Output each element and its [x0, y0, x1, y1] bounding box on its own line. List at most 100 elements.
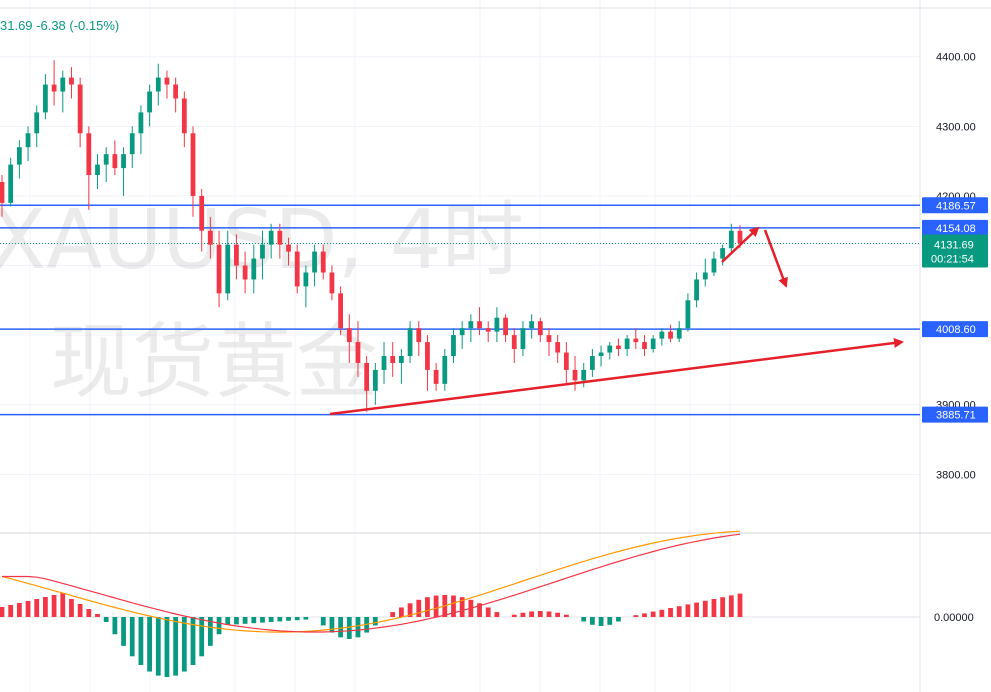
macd-bar-23 [199, 617, 205, 657]
macd-bar-80 [694, 602, 699, 617]
candle-body-78 [676, 328, 682, 339]
macd-bar-46 [399, 607, 404, 617]
candle-body-63 [546, 335, 552, 343]
macd-bar-31 [268, 617, 274, 622]
candle-body-51 [442, 356, 448, 384]
macd-bar-79 [685, 604, 691, 617]
candle-body-45 [390, 356, 396, 363]
macd-bar-41 [355, 617, 361, 638]
macd-bar-68 [590, 617, 595, 625]
macd-bar-1 [8, 605, 14, 617]
macd-bar-25 [216, 617, 222, 635]
candle-body-73 [633, 338, 639, 343]
arrow-1 [721, 226, 760, 263]
candle-body-72 [624, 338, 630, 350]
macd-bar-26 [225, 617, 231, 625]
candle-body-35 [303, 272, 309, 287]
macd-bar-8 [69, 599, 74, 617]
candle-body-9 [77, 84, 83, 134]
macd-bar-27 [234, 617, 239, 625]
watermark-line2: 现货黄金 [50, 315, 378, 410]
macd-bar-73 [633, 615, 639, 617]
macd-bar-85 [737, 593, 743, 617]
candle-body-20 [173, 84, 179, 99]
candle-body-41 [355, 342, 361, 363]
price-tick-1: 4300.00 [936, 121, 976, 133]
macd-bar-17 [147, 617, 152, 672]
candle-body-38 [329, 272, 335, 294]
macd-bar-82 [711, 599, 717, 617]
candle-body-0 [0, 182, 5, 203]
candle-body-43 [372, 369, 378, 391]
candle-body-36 [312, 251, 317, 273]
macd-bar-6 [51, 595, 57, 617]
candle-body-22 [190, 133, 196, 196]
macd-bar-70 [607, 617, 613, 625]
candle-body-18 [155, 77, 161, 92]
candle-body-55 [477, 321, 482, 329]
candle-body-69 [598, 352, 604, 356]
candle-body-14 [121, 154, 126, 169]
arrow-2 [763, 229, 788, 288]
macd-bar-9 [77, 604, 83, 617]
macd-bar-20 [173, 617, 179, 676]
macd-bar-50 [433, 595, 439, 617]
candle-body-4 [34, 112, 40, 134]
candle-body-10 [86, 133, 92, 176]
candle-body-85 [737, 230, 743, 244]
candle-body-46 [399, 356, 404, 363]
candle-body-2 [16, 147, 22, 165]
macd-bar-37 [320, 617, 326, 626]
candle-body-3 [25, 133, 31, 148]
macd-bar-30 [260, 617, 265, 623]
candle-body-27 [234, 244, 239, 266]
candle-body-21 [181, 98, 187, 134]
candle-body-37 [320, 251, 326, 273]
candle-body-17 [147, 91, 152, 113]
macd-bar-15 [129, 617, 135, 657]
macd-bar-77 [668, 608, 673, 617]
candle-body-62 [537, 321, 543, 336]
candle-body-56 [485, 328, 491, 332]
candle-body-11 [95, 164, 100, 176]
candle-body-70 [607, 345, 613, 353]
candle-body-49 [425, 342, 430, 370]
macd-bar-48 [416, 599, 422, 617]
macd-bar-34 [294, 617, 300, 621]
candle-body-47 [407, 328, 413, 356]
macd-bar-63 [546, 611, 552, 617]
macd-bar-43 [372, 617, 378, 626]
macd-bar-60 [520, 612, 526, 617]
macd-bar-45 [390, 612, 396, 617]
candlestick-series [0, 60, 743, 412]
candle-body-58 [503, 317, 508, 336]
macd-bar-62 [537, 611, 543, 617]
macd-bar-74 [642, 613, 647, 617]
macd-bar-69 [598, 617, 604, 626]
macd-bar-2 [16, 603, 22, 617]
macd-pane [0, 530, 920, 677]
candle-body-65 [563, 352, 569, 370]
last-price-tag: 4131.69 [934, 239, 974, 251]
price-axis[interactable]: 4400.004300.004200.003900.003800.004186.… [922, 52, 988, 624]
candle-body-54 [468, 321, 474, 329]
macd-bar-28 [242, 617, 248, 624]
macd-bar-71 [616, 617, 621, 622]
macd-bar-53 [459, 597, 465, 617]
candle-body-42 [364, 362, 370, 391]
level-tag-0: 4186.57 [936, 200, 976, 212]
macd-bar-38 [329, 617, 335, 633]
macd-bar-39 [338, 617, 343, 638]
macd-bar-12 [103, 617, 109, 622]
macd-line [1, 530, 741, 633]
macd-bar-10 [86, 609, 92, 617]
candle-body-39 [338, 293, 343, 329]
candle-body-29 [251, 258, 257, 280]
macd-bar-78 [676, 606, 682, 617]
level-tag-1: 4154.08 [936, 223, 976, 235]
macd-bar-11 [95, 614, 100, 617]
candle-body-8 [69, 77, 74, 85]
macd-bar-14 [121, 617, 126, 646]
